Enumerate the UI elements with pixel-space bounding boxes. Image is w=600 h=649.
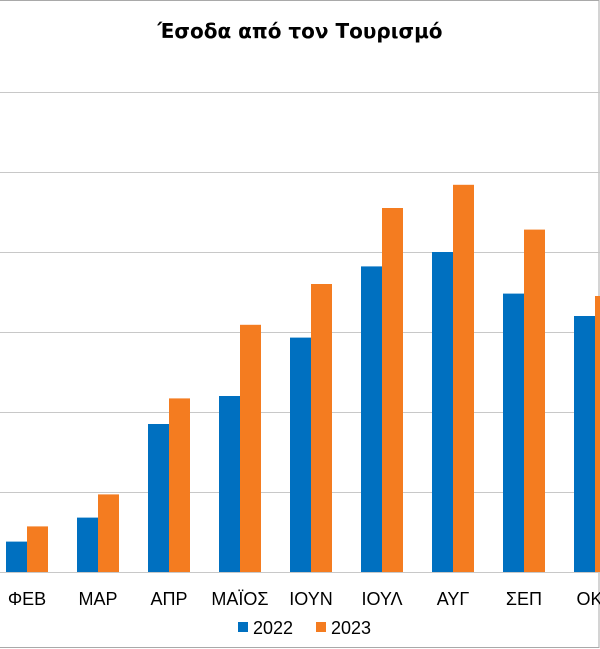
- x-tick-label: ΜΑΪΟΣ: [211, 589, 268, 609]
- bar-2022-5: [361, 266, 382, 572]
- bar-2023-6: [453, 184, 474, 573]
- x-axis-ticks: ΦΕΒ ΜΑΡ ΑΠΡ ΜΑΪΟΣ ΙΟΥΝ ΙΟΥΛ ΑΥΓ ΣΕΠ ΟΚΤ: [8, 589, 600, 609]
- x-tick-label: ΦΕΒ: [8, 589, 46, 609]
- legend-label-2023: 2023: [331, 618, 371, 638]
- bar-2023-8: [595, 296, 600, 572]
- bar-2022-2: [148, 424, 169, 572]
- bar-2022-6: [432, 252, 453, 572]
- bar-2022-3: [219, 396, 240, 572]
- bar-2022-0: [6, 541, 27, 572]
- x-tick-label: ΑΠΡ: [150, 589, 187, 609]
- bar-2023-7: [524, 229, 545, 572]
- legend-label-2022: 2022: [253, 618, 293, 638]
- bar-2022-4: [290, 337, 311, 572]
- bar-2022-8: [574, 316, 595, 572]
- bars-layer: [6, 184, 600, 573]
- x-tick-label: ΟΚΤ: [576, 589, 600, 609]
- x-tick-label: ΙΟΥΛ: [361, 589, 402, 609]
- bar-2022-7: [503, 293, 524, 572]
- bar-2023-1: [98, 494, 119, 572]
- bar-2023-5: [382, 208, 403, 572]
- chart-title: Έσοδα από τον Τουρισμό: [156, 19, 442, 43]
- legend-swatch-2022: [238, 622, 248, 632]
- bar-2023-2: [169, 398, 190, 572]
- legend: 2022 2023: [238, 618, 371, 638]
- x-tick-label: ΜΑΡ: [78, 589, 117, 609]
- bar-2022-1: [77, 517, 98, 572]
- bar-2023-4: [311, 284, 332, 572]
- x-tick-label: ΣΕΠ: [506, 589, 542, 609]
- x-tick-label: ΑΥΓ: [437, 589, 470, 609]
- bar-2023-3: [240, 324, 261, 572]
- bar-2023-0: [27, 526, 48, 572]
- x-tick-label: ΙΟΥΝ: [289, 589, 332, 609]
- legend-swatch-2023: [316, 622, 326, 632]
